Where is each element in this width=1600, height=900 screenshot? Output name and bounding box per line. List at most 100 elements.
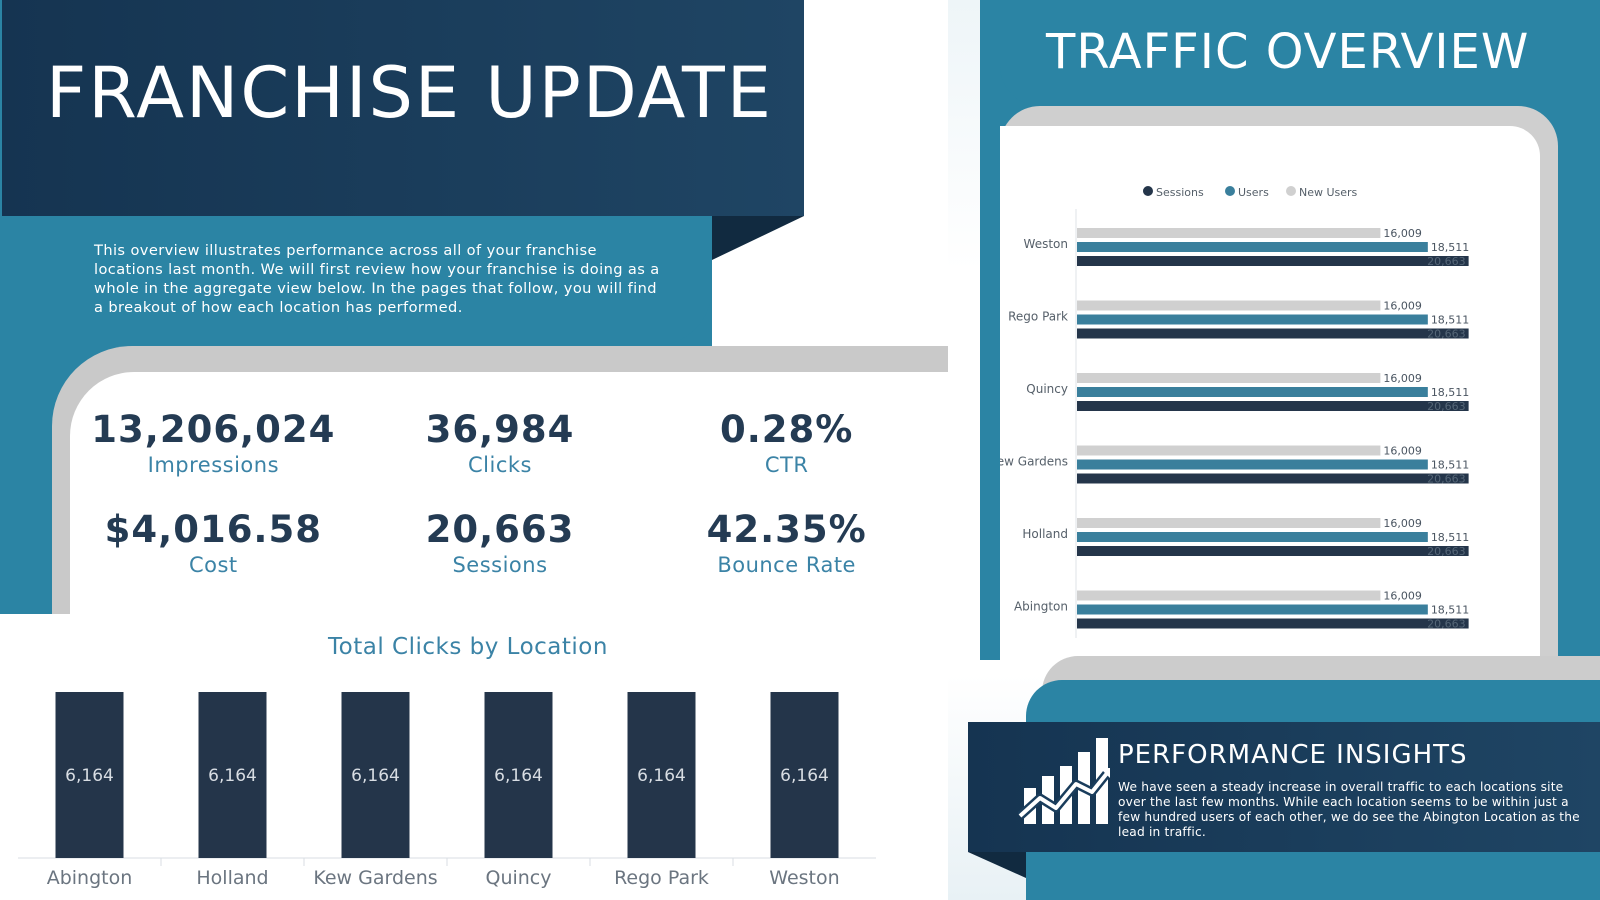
x-tick-label: Kew Gardens — [313, 867, 437, 889]
intro-panel — [0, 216, 712, 346]
bar — [55, 692, 124, 858]
kpi-value: 42.35% — [706, 508, 867, 551]
data-label: 20,663 — [1427, 618, 1466, 631]
bar — [1077, 228, 1381, 238]
kpi-cost: $4,016.58 Cost — [70, 508, 357, 608]
data-label: 18,511 — [1431, 314, 1470, 327]
data-label: 16,009 — [1383, 227, 1422, 240]
legend-marker — [1225, 186, 1235, 196]
x-tick-label: Holland — [196, 867, 268, 889]
bar — [1077, 256, 1469, 266]
bar — [1077, 242, 1428, 252]
data-label: 6,164 — [494, 766, 543, 786]
bar — [341, 692, 410, 858]
kpi-clicks: 36,984 Clicks — [357, 408, 644, 508]
data-label: 16,009 — [1383, 590, 1422, 603]
data-label: 18,511 — [1431, 459, 1470, 472]
bar — [1077, 590, 1381, 601]
bar — [484, 692, 553, 858]
bar — [1077, 518, 1381, 528]
bar — [770, 692, 839, 858]
data-label: 6,164 — [780, 766, 829, 786]
chart-title: Total Clicks by Location — [327, 634, 608, 660]
kpi-label: CTR — [764, 453, 809, 477]
insights-title: PERFORMANCE INSIGHTS — [1118, 740, 1468, 770]
kpi-sessions: 20,663 Sessions — [357, 508, 644, 608]
legend-label: Sessions — [1156, 186, 1204, 199]
x-tick-label: Quincy — [485, 867, 551, 889]
y-tick-label: Rego Park — [1008, 310, 1068, 324]
data-label: 20,663 — [1427, 328, 1466, 341]
data-label: 18,511 — [1431, 241, 1470, 254]
bar — [627, 692, 696, 858]
data-label: 16,009 — [1383, 445, 1422, 458]
insights-fold — [968, 852, 1026, 878]
traffic-title: TRAFFIC OVERVIEW — [1046, 24, 1530, 80]
bar — [1077, 445, 1381, 456]
data-label: 18,511 — [1431, 531, 1470, 544]
data-label: 20,663 — [1427, 400, 1466, 413]
kpi-grid: 13,206,024 Impressions 36,984 Clicks 0.2… — [70, 408, 930, 598]
kpi-label: Bounce Rate — [717, 553, 856, 577]
kpi-ctr: 0.28% CTR — [643, 408, 930, 508]
clicks-by-location-chart: Total Clicks by Location 6,164 Abington 6,1… — [18, 634, 876, 889]
insights-text: We have seen a steady increase in overal… — [1118, 780, 1580, 839]
traffic-overview-chart: Sessions Users New Users Weston 16,009 18,511… — [1000, 186, 1470, 638]
bar — [1077, 459, 1428, 470]
bar — [1077, 604, 1428, 615]
x-tick-label: Abington — [47, 867, 133, 889]
bar — [198, 692, 267, 858]
data-label: 6,164 — [637, 766, 686, 786]
kpi-label: Sessions — [452, 553, 548, 577]
x-tick-label: Weston — [769, 867, 839, 889]
kpi-label: Clicks — [468, 453, 532, 477]
banner-fold — [712, 216, 804, 260]
bar — [1077, 618, 1469, 629]
bar — [1077, 532, 1428, 542]
bar — [1077, 401, 1469, 411]
data-label: 20,663 — [1427, 473, 1466, 486]
legend-label: New Users — [1299, 186, 1358, 199]
bar — [1077, 328, 1469, 339]
y-tick-label: Abington — [1014, 600, 1068, 614]
data-label: 6,164 — [65, 766, 114, 786]
kpi-value: 20,663 — [425, 508, 575, 551]
y-tick-label: Kew Gardens — [1000, 455, 1068, 469]
intro-text: This overview illustrates performance ac… — [94, 242, 660, 316]
kpi-impressions: 13,206,024 Impressions — [70, 408, 357, 508]
bar — [1077, 314, 1428, 325]
traffic-header — [1000, 0, 1600, 106]
y-tick-label: Holland — [1022, 527, 1068, 541]
y-tick-label: Quincy — [1026, 382, 1068, 396]
y-tick-label: Weston — [1024, 237, 1068, 251]
data-label: 6,164 — [351, 766, 400, 786]
data-label: 16,009 — [1383, 300, 1422, 313]
growth-chart-icon — [1018, 738, 1110, 824]
kpi-label: Impressions — [147, 453, 280, 477]
title-banner — [2, 0, 804, 216]
data-label: 6,164 — [208, 766, 257, 786]
data-label: 18,511 — [1431, 386, 1470, 399]
legend-label: Users — [1238, 186, 1269, 199]
bar — [1077, 300, 1381, 311]
page-title: FRANCHISE UPDATE — [46, 52, 773, 134]
clicks-chart-area — [0, 614, 886, 900]
kpi-value: 13,206,024 — [91, 408, 336, 451]
data-label: 16,009 — [1383, 372, 1422, 385]
legend-marker — [1143, 186, 1153, 196]
kpi-value: $4,016.58 — [104, 508, 322, 551]
data-label: 18,511 — [1431, 604, 1470, 617]
kpi-label: Cost — [188, 553, 238, 577]
kpi-value: 36,984 — [425, 408, 575, 451]
bar — [1077, 373, 1381, 383]
data-label: 16,009 — [1383, 517, 1422, 530]
data-label: 20,663 — [1427, 255, 1466, 268]
kpi-bounce-rate: 42.35% Bounce Rate — [643, 508, 930, 608]
bar — [1077, 387, 1428, 397]
bar — [1077, 473, 1469, 484]
kpi-value: 0.28% — [719, 408, 854, 451]
data-label: 20,663 — [1427, 545, 1466, 558]
bar — [1077, 546, 1469, 556]
legend-marker — [1286, 186, 1296, 196]
x-tick-label: Rego Park — [614, 867, 709, 889]
